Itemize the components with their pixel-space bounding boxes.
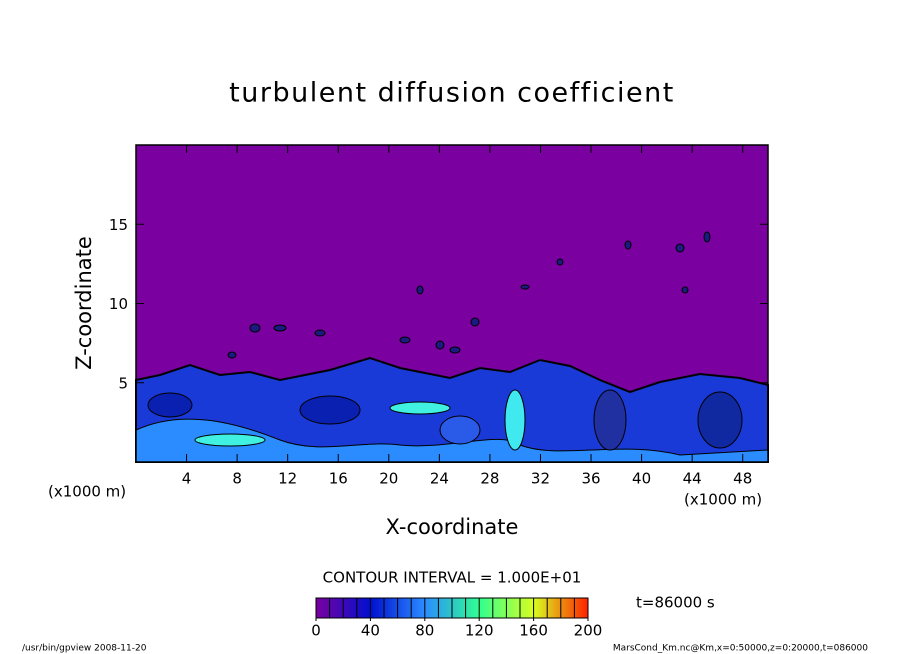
colorbar-tick-label: 120 (465, 622, 494, 640)
time-annotation: t=86000 s (636, 594, 715, 612)
chart-title: turbulent diffusion coefficient (229, 78, 675, 109)
x-tick-label: 8 (232, 470, 242, 488)
x-unit-label: (x1000 m) (48, 483, 126, 501)
contour-interval: CONTOUR INTERVAL = 1.000E+01 (323, 569, 582, 587)
x-tick-label: 48 (733, 470, 752, 488)
x-tick-label: 40 (632, 470, 651, 488)
x-tick-label: 28 (480, 470, 499, 488)
x-axis-label: X-coordinate (386, 515, 519, 539)
x-tick-label: 32 (531, 470, 550, 488)
contour-region (439, 415, 481, 445)
y-tick-label: 10 (109, 295, 128, 313)
x-tick-label: 20 (379, 470, 398, 488)
y-axis-label: Z-coordinate (72, 236, 96, 370)
contour-region (504, 389, 526, 451)
colorbar-tick-label: 160 (519, 622, 548, 640)
x-tick-label: 24 (430, 470, 449, 488)
x-tick-label: 12 (278, 470, 297, 488)
contour-region (593, 389, 627, 451)
colorbar-tick-label: 0 (311, 622, 321, 640)
footer-left: /usr/bin/gpview 2008-11-20 (22, 644, 147, 654)
x-tick-label: 44 (683, 470, 702, 488)
contour-region (194, 433, 266, 447)
x-tick-label: 16 (329, 470, 348, 488)
x-tick-label: 4 (182, 470, 192, 488)
y-tick-label: 15 (109, 216, 128, 234)
contour-region (697, 391, 743, 449)
colorbar-tick-label: 40 (361, 622, 380, 640)
x-tick-label: 36 (581, 470, 600, 488)
contour-region (299, 395, 361, 425)
contour-region (389, 401, 451, 415)
contour-region (147, 392, 193, 418)
colorbar-tick-label: 80 (415, 622, 434, 640)
contour-field (135, 145, 769, 463)
x-unit-label: (x1000 m) (684, 491, 762, 509)
footer-right: MarsCond_Km.nc@Km,x=0:50000,z=0:20000,t=… (613, 644, 868, 654)
contour-blobs (227, 231, 711, 359)
y-tick-label: 5 (118, 374, 128, 392)
colorbar-tick-label: 200 (574, 622, 603, 640)
